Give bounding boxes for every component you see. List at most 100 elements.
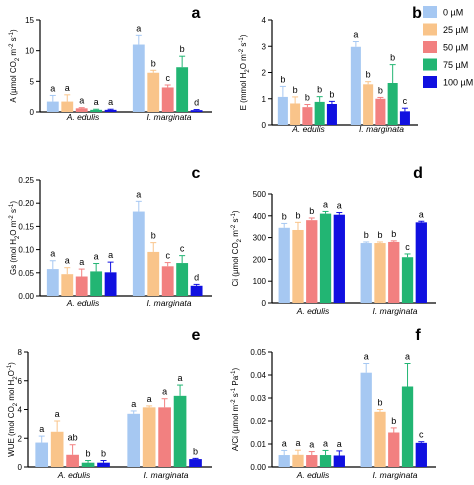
significance-letter: a	[295, 438, 300, 448]
y-axis-label-part: 2	[13, 376, 19, 380]
bar	[75, 276, 88, 296]
category-label: A. edulis	[57, 470, 91, 480]
significance-letter: a	[309, 440, 314, 450]
bar	[104, 272, 117, 296]
legend-label: 100 µM	[443, 78, 473, 88]
significance-letter: d	[194, 98, 199, 108]
significance-letter: b	[309, 206, 314, 216]
bar	[66, 454, 79, 467]
y-axis-label-part: -1	[9, 31, 15, 37]
y-axis-label-part: Gs (mol H	[9, 239, 18, 275]
bar	[81, 462, 95, 467]
y-tick-label: 15	[25, 16, 34, 25]
y-axis-label-part: -1	[231, 213, 237, 219]
category-label: I. marginata	[144, 470, 189, 480]
y-axis-label-part: O	[7, 370, 16, 376]
significance-letter: a	[178, 373, 183, 383]
y-tick-label: 0	[30, 108, 35, 117]
y-tick-label: 0	[262, 121, 267, 130]
legend-swatch	[423, 58, 437, 71]
significance-letter: b	[377, 230, 382, 240]
category-label: A. edulis	[66, 298, 100, 308]
significance-letter: a	[79, 96, 84, 106]
y-axis-label-part: s	[9, 37, 18, 43]
y-axis-label-part: 2	[15, 235, 21, 239]
significance-letter: a	[323, 199, 328, 209]
category-label: I. marginata	[373, 470, 418, 480]
bar	[46, 101, 59, 112]
bar	[399, 111, 410, 125]
y-tick-label: 0	[18, 463, 23, 472]
bar	[388, 241, 400, 303]
y-tick-label: 4	[18, 406, 23, 415]
y-axis-label-part: 2	[13, 402, 19, 406]
significance-letter: b	[282, 211, 287, 221]
significance-letter: d	[194, 272, 199, 282]
bar	[277, 96, 288, 125]
bar	[190, 285, 203, 296]
bar	[176, 67, 189, 112]
y-tick-label: 2	[262, 69, 267, 78]
bar	[319, 213, 332, 303]
significance-letter: a	[364, 352, 369, 362]
legend-swatch	[423, 6, 437, 18]
significance-letter: c	[403, 96, 408, 106]
y-axis-label-part: s	[231, 219, 240, 225]
y-axis-label-part: -2	[239, 48, 245, 54]
y-tick-label: 1	[262, 95, 267, 104]
y-tick-label: 0.10	[18, 246, 34, 255]
y-axis-label-part: s	[9, 209, 18, 215]
legend-swatch	[423, 41, 437, 53]
y-axis-label-part: A/Ci (µmol m	[231, 404, 240, 451]
y-tick-label: 500	[253, 190, 267, 199]
bar	[132, 44, 145, 112]
significance-letter: a	[39, 424, 44, 434]
significance-letter: b	[329, 89, 334, 99]
panel-letter: b	[412, 5, 422, 22]
bar	[104, 109, 117, 112]
legend-label: 0 µM	[443, 8, 463, 18]
y-tick-label: 0.20	[18, 199, 34, 208]
category-label: I. marginata	[147, 112, 192, 122]
significance-letter: c	[165, 73, 170, 83]
bar	[61, 101, 74, 112]
y-axis-label-part: 2	[245, 69, 251, 73]
y-tick-label: 0.04	[250, 371, 266, 380]
legend-label: 50 µM	[443, 43, 468, 53]
bar	[314, 101, 325, 125]
significance-letter: b	[391, 229, 396, 239]
category-label: I. marginata	[147, 298, 192, 308]
bar	[75, 108, 88, 112]
significance-letter: a	[405, 352, 410, 362]
y-axis-label-part: )	[231, 210, 240, 213]
y-axis-label-part: -1	[239, 37, 245, 43]
y-tick-label: 5	[30, 77, 35, 86]
significance-letter: b	[293, 85, 298, 95]
y-axis-label-part: -2	[9, 215, 15, 221]
significance-letter: a	[108, 250, 113, 260]
bar	[350, 46, 361, 125]
panel-letter: d	[413, 165, 423, 182]
significance-letter: c	[165, 251, 170, 261]
y-axis-label-part: -2	[231, 399, 237, 405]
y-axis-label-part: Ci (µmol CO	[231, 242, 240, 286]
bar	[97, 462, 110, 467]
significance-letter: a	[162, 387, 167, 397]
y-tick-label: 6	[18, 377, 23, 386]
panel-letter: f	[415, 327, 421, 344]
y-tick-label: 100	[253, 277, 267, 286]
bar	[90, 109, 103, 112]
significance-letter: a	[131, 399, 136, 409]
panel-c: 0.00 0.05 0.10 0.15 0.20 0.25 Gs (mol H2O m-2 …	[9, 165, 212, 308]
significance-letter: a	[337, 201, 342, 211]
significance-letter: a	[50, 83, 55, 93]
y-axis-label-part: 2	[237, 238, 243, 242]
significance-letter: b	[193, 446, 198, 456]
y-axis-label-part: -2	[231, 224, 237, 230]
y-tick-label: 3	[262, 42, 267, 51]
y-axis-label-part: -1	[231, 370, 237, 376]
